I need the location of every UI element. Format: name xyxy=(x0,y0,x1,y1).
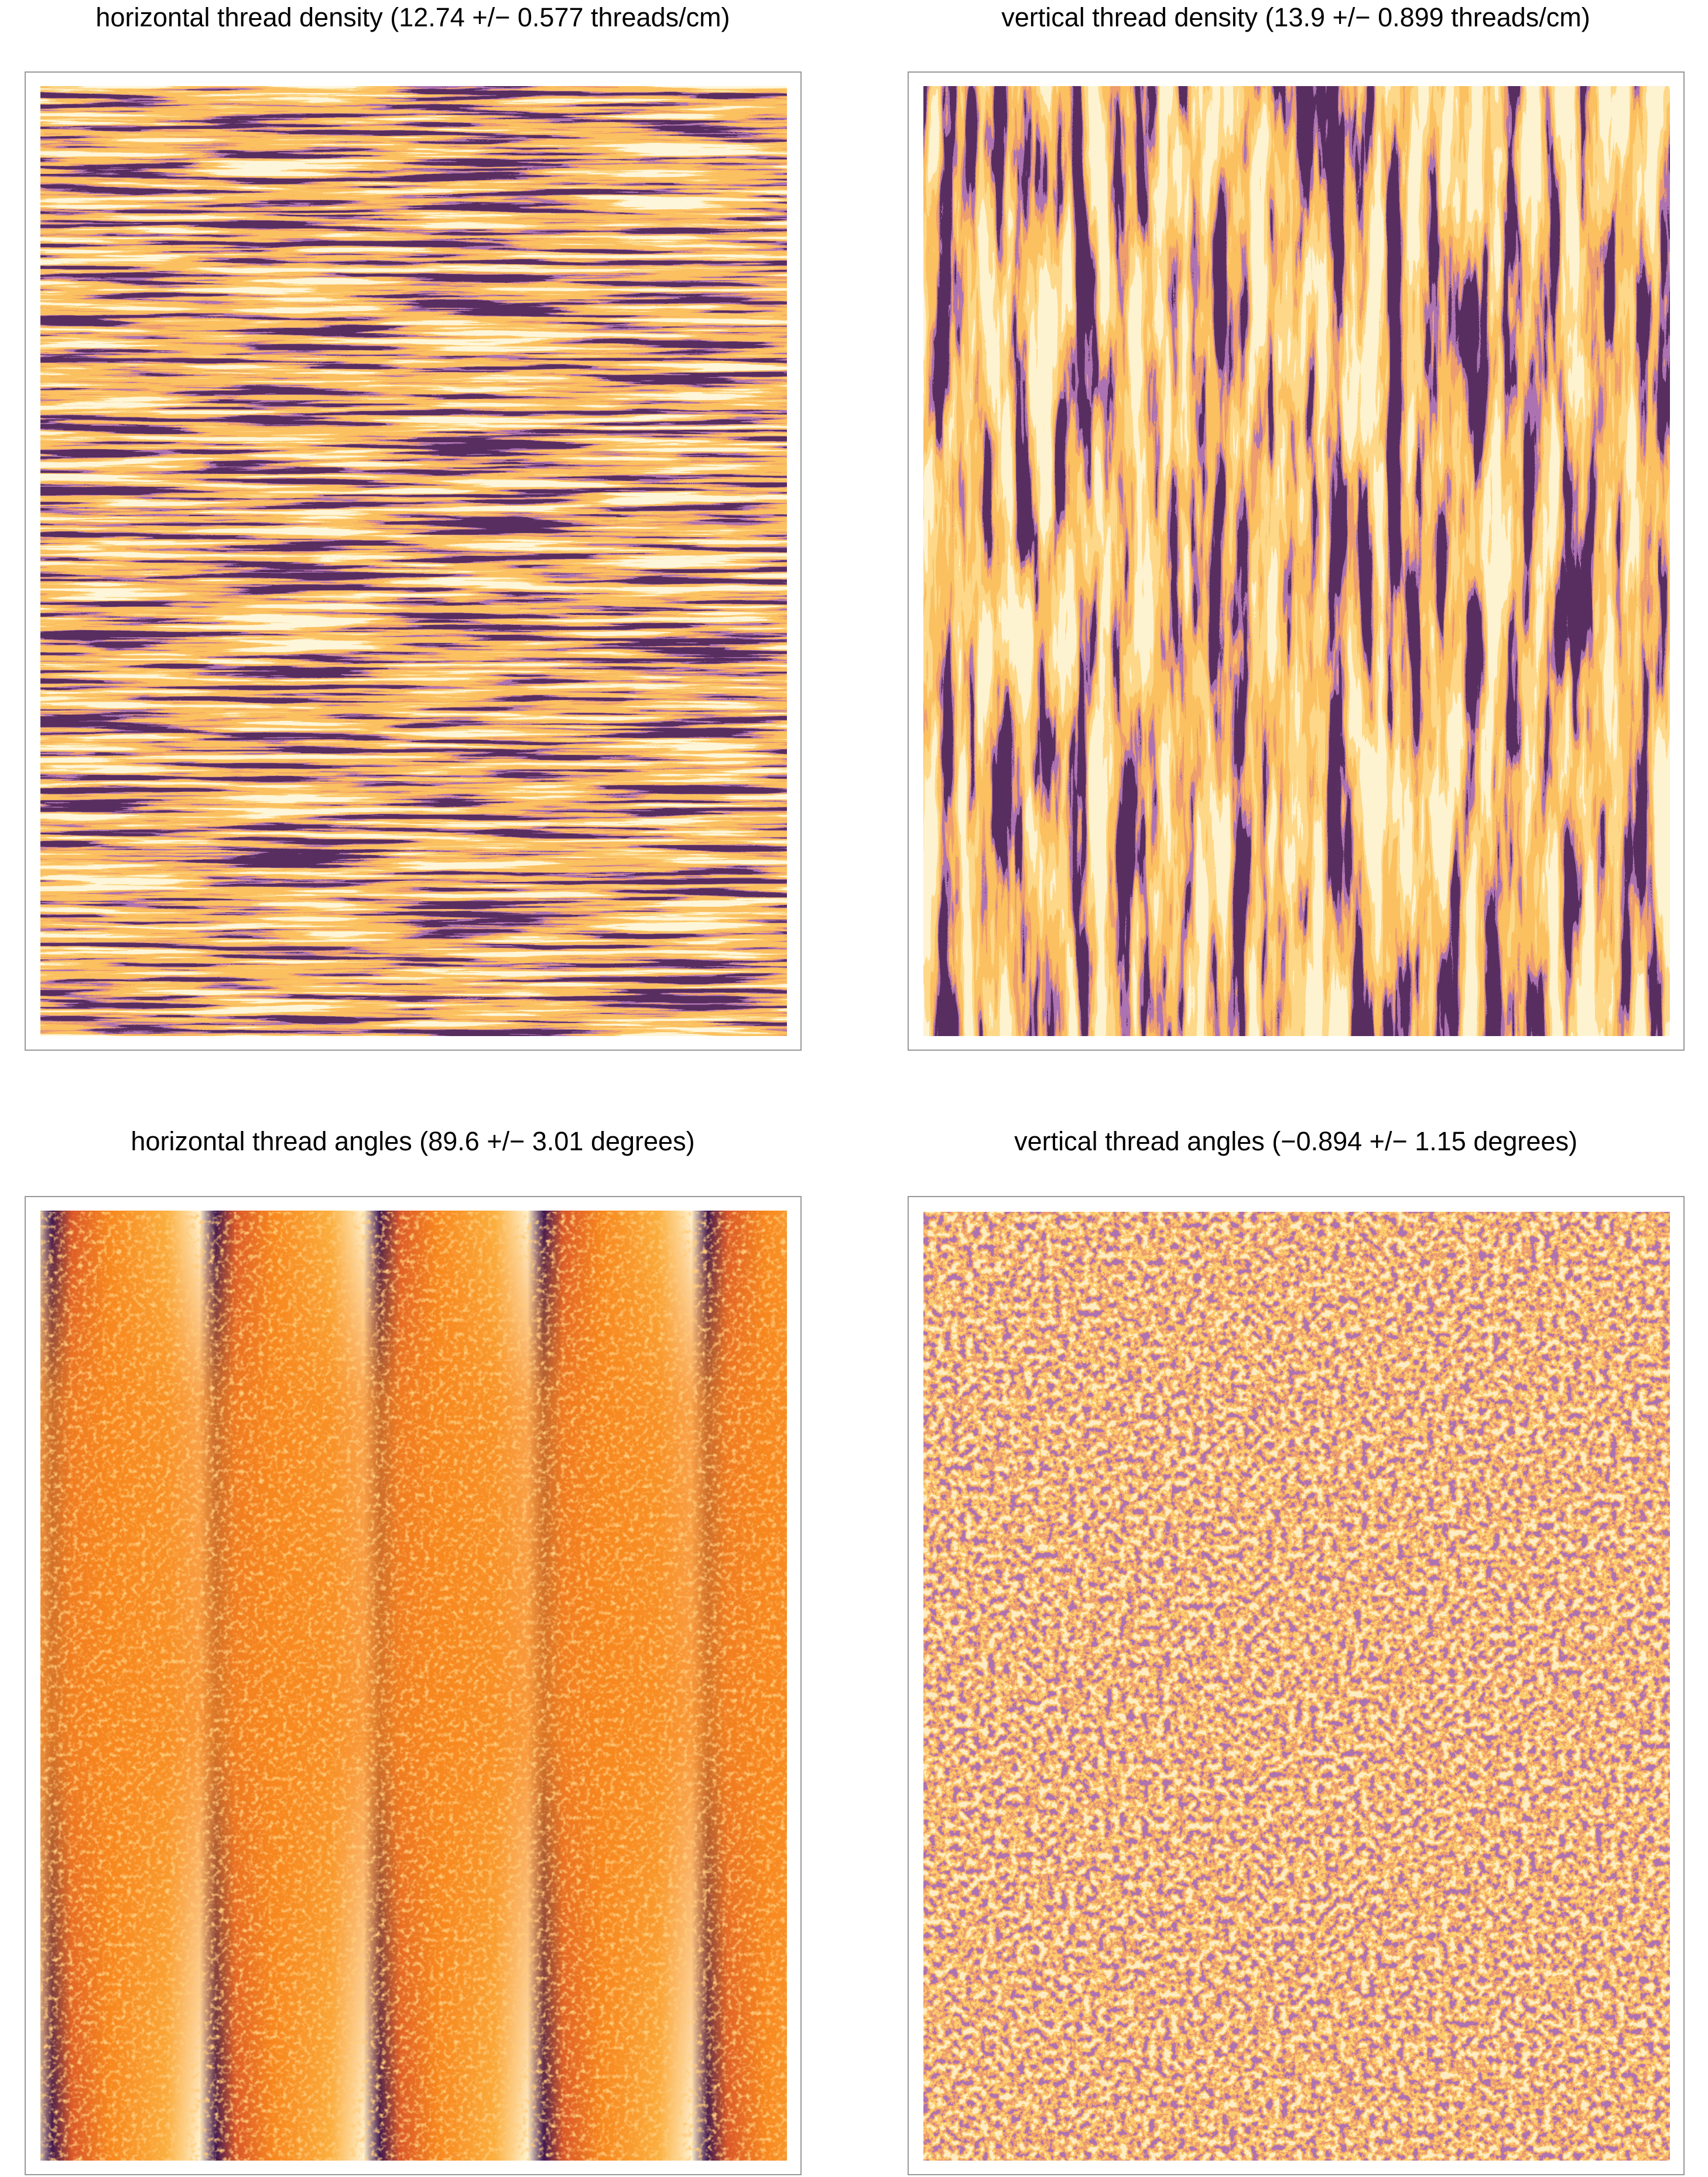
heatmap-image xyxy=(40,86,787,1036)
panel-title: horizontal thread density (12.74 +/− 0.5… xyxy=(95,2,730,32)
panel-title: horizontal thread angles (89.6 +/− 3.01 … xyxy=(131,1126,694,1156)
panel-title: vertical thread angles (−0.894 +/− 1.15 … xyxy=(1014,1126,1577,1156)
heatmap-image xyxy=(923,1211,1670,2161)
heatmap-image xyxy=(923,86,1670,1036)
heatmap-grain xyxy=(40,1211,787,2161)
panel-title: vertical thread density (13.9 +/− 0.899 … xyxy=(1001,2,1590,32)
